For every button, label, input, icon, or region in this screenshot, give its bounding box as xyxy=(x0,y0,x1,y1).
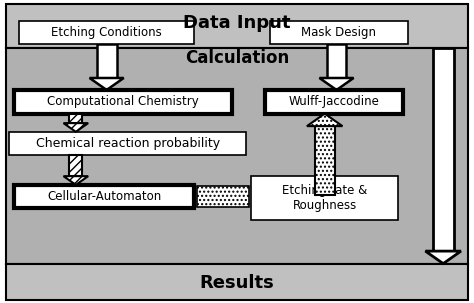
Bar xyxy=(14,90,232,114)
Bar xyxy=(315,126,335,195)
Polygon shape xyxy=(426,251,461,264)
Text: Data Input: Data Input xyxy=(183,14,291,32)
Bar xyxy=(6,48,468,264)
Bar xyxy=(432,48,454,251)
Bar xyxy=(69,155,82,176)
Text: Computational Chemistry: Computational Chemistry xyxy=(47,95,199,108)
Bar xyxy=(270,21,408,44)
Text: Cellular-Automaton: Cellular-Automaton xyxy=(47,190,162,203)
Bar xyxy=(69,114,82,123)
Bar xyxy=(9,132,246,155)
Bar xyxy=(6,264,468,300)
Bar xyxy=(327,44,346,78)
Bar xyxy=(14,185,194,208)
Bar xyxy=(265,90,403,114)
Polygon shape xyxy=(64,176,88,185)
Bar xyxy=(6,4,468,48)
Bar xyxy=(97,44,117,78)
Text: Mask Design: Mask Design xyxy=(301,26,376,39)
Polygon shape xyxy=(64,123,88,132)
Text: Wulff-Jaccodine: Wulff-Jaccodine xyxy=(289,95,380,108)
Bar xyxy=(19,21,194,44)
Text: Results: Results xyxy=(200,274,274,292)
Text: Etching Conditions: Etching Conditions xyxy=(51,26,162,39)
Polygon shape xyxy=(90,78,124,90)
Text: Etching rate &
Roughness: Etching rate & Roughness xyxy=(282,184,367,212)
Bar xyxy=(251,176,398,220)
Bar xyxy=(197,186,249,207)
Text: Calculation: Calculation xyxy=(185,48,289,67)
Text: Chemical reaction probability: Chemical reaction probability xyxy=(36,137,220,150)
Polygon shape xyxy=(319,78,354,90)
Polygon shape xyxy=(307,114,342,126)
